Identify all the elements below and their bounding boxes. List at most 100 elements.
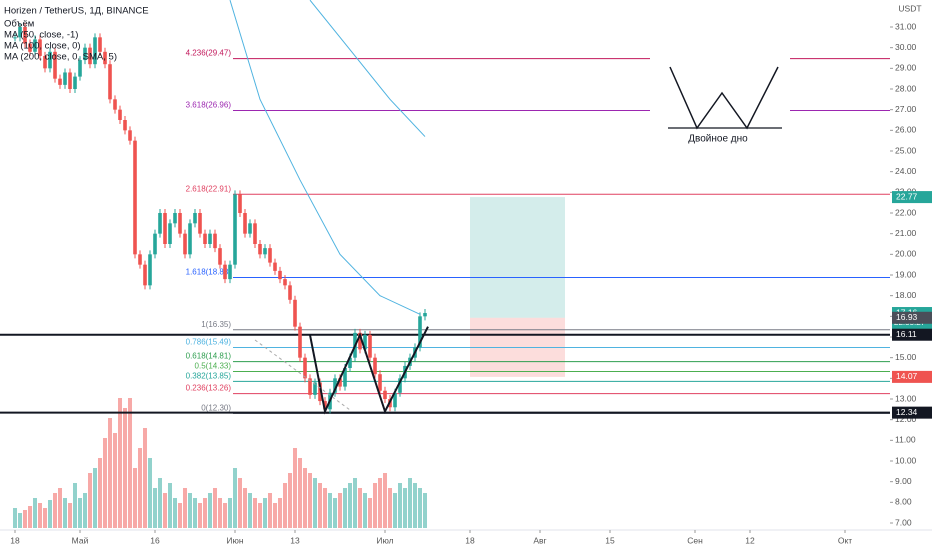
- candle-body: [158, 213, 162, 234]
- volume-bar: [203, 498, 207, 528]
- candle-body: [178, 213, 182, 234]
- volume-bar: [408, 478, 412, 528]
- volume-bar: [278, 498, 282, 528]
- volume-bar: [168, 483, 172, 528]
- x-tick-label: Авг: [533, 535, 546, 545]
- x-tick-label: 12: [745, 535, 755, 545]
- candle-body: [308, 378, 312, 395]
- candle-body: [418, 316, 422, 348]
- candle-body: [73, 76, 77, 89]
- candle-body: [148, 254, 152, 286]
- volume-bar: [228, 498, 232, 528]
- volume-bar: [153, 488, 157, 528]
- volume-bar: [423, 493, 427, 528]
- volume-bar: [388, 488, 392, 528]
- currency: USDT: [898, 3, 921, 13]
- volume-bar: [353, 478, 357, 528]
- candle-body: [93, 37, 97, 65]
- volume-bar: [133, 468, 137, 528]
- candle-body: [168, 223, 172, 244]
- candle-body: [263, 248, 267, 255]
- volume-bar: [223, 503, 227, 528]
- y-tick-label: 12.00: [895, 414, 917, 424]
- volume-bar: [393, 493, 397, 528]
- candle-body: [118, 109, 122, 120]
- volume-bar: [48, 500, 52, 528]
- candle-body: [83, 47, 87, 61]
- x-tick-label: Июн: [226, 535, 243, 545]
- price-tag: [892, 328, 932, 341]
- x-tick-label: 13: [290, 535, 300, 545]
- volume-bar: [338, 493, 342, 528]
- candle-body: [238, 194, 242, 213]
- price-tag: [892, 370, 932, 383]
- y-tick-label: 28.00: [895, 83, 917, 93]
- candle-body: [198, 213, 202, 234]
- candle-body: [133, 140, 137, 255]
- volume-bar: [383, 473, 387, 528]
- candle-body: [218, 248, 222, 265]
- candle-body: [128, 130, 132, 141]
- price-axis: [890, 0, 932, 530]
- candle-body: [23, 27, 27, 44]
- y-tick-label: 10.00: [895, 455, 917, 465]
- price-tag: [892, 406, 932, 419]
- volume-bar: [253, 498, 257, 528]
- volume-bar: [98, 458, 102, 528]
- candle-body: [288, 285, 292, 300]
- candle-body: [208, 233, 212, 244]
- y-tick-label: 7.00: [895, 517, 912, 527]
- candle-body: [203, 233, 207, 244]
- volume-bar: [188, 493, 192, 528]
- candle-body: [268, 248, 272, 263]
- candle-body: [13, 37, 17, 39]
- y-tick-label: 20.00: [895, 249, 917, 259]
- candle-body: [123, 120, 127, 131]
- volume-bar: [43, 508, 47, 528]
- candle-body: [303, 357, 307, 379]
- volume-bar: [88, 473, 92, 528]
- candle-body: [348, 357, 352, 368]
- candle-body: [68, 72, 72, 89]
- volume-bar: [213, 488, 217, 528]
- price-tag-label: 16.11: [896, 329, 917, 339]
- volume-bar: [163, 493, 167, 528]
- volume-bar: [418, 488, 422, 528]
- volume-bar: [123, 408, 127, 528]
- y-tick-label: 31.00: [895, 21, 917, 31]
- y-tick-label: 22.00: [895, 207, 917, 217]
- candle-body: [113, 99, 117, 110]
- double-bottom-sketch: [669, 66, 779, 130]
- volume-bar: [413, 483, 417, 528]
- x-tick-label: Июл: [376, 535, 393, 545]
- candle-body: [233, 194, 237, 265]
- y-tick-label: 21.00: [895, 228, 917, 238]
- candle-body: [143, 264, 147, 286]
- volume-bar: [333, 498, 337, 528]
- candle-body: [333, 378, 337, 393]
- candle-body: [48, 51, 52, 69]
- candle-body: [188, 223, 192, 255]
- x-tick-label: Сен: [687, 535, 703, 545]
- x-tick-label: 18: [465, 535, 475, 545]
- volume-bar: [363, 493, 367, 528]
- x-tick-label: Май: [72, 535, 89, 545]
- volume-bar: [328, 493, 332, 528]
- candle-body: [78, 60, 82, 77]
- volume-bar: [58, 488, 62, 528]
- volume-bar: [403, 488, 407, 528]
- candle-body: [248, 223, 252, 234]
- moving-average: [229, 0, 421, 315]
- candle-body: [103, 51, 107, 65]
- y-tick-label: 9.00: [895, 476, 912, 486]
- double-bottom: [309, 326, 429, 415]
- candle-body: [18, 27, 22, 38]
- candle-body: [163, 213, 167, 244]
- volume-bar: [173, 498, 177, 528]
- volume-bar: [183, 488, 187, 528]
- volume-bar: [33, 498, 37, 528]
- volume-bar: [193, 498, 197, 528]
- candle-body: [108, 64, 112, 100]
- candle-body: [338, 378, 342, 387]
- y-tick-label: 18.00: [895, 290, 917, 300]
